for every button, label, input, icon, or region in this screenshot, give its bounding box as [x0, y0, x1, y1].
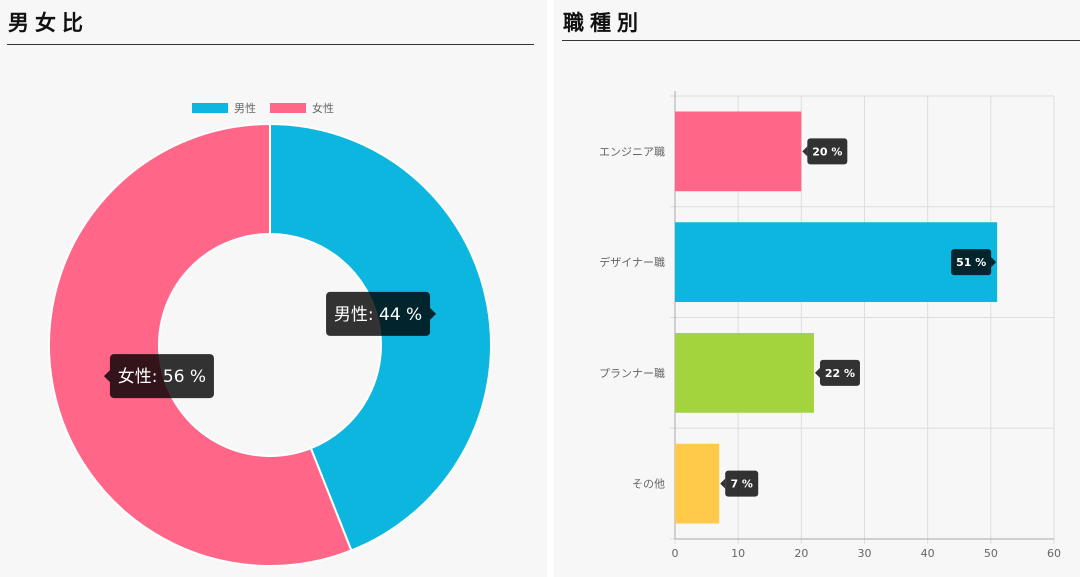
bar-value-text-item-2: 51 %	[956, 256, 986, 269]
job-chart-title: 職種別	[563, 11, 644, 35]
bar-value-label-item-4: 7 %	[720, 470, 759, 497]
bar-value-label-item-1: 20 %	[802, 138, 848, 165]
legend-swatch-item-2	[270, 103, 306, 113]
legend-label-item-2: 女性	[312, 101, 334, 115]
x-tick-item-7: 60	[1047, 547, 1061, 560]
bar-value-label-item-2: 51 %	[951, 249, 997, 276]
donut-slice-item-1[interactable]	[269, 122, 492, 552]
bar-item-3[interactable]	[675, 333, 814, 413]
x-tick-item-2: 10	[731, 547, 745, 560]
job-title-divider	[562, 40, 1080, 41]
legend-entry-item-2[interactable]: 女性	[270, 101, 334, 115]
slice-tooltip-label-item-2: 女性: 56 %	[118, 367, 206, 387]
gender-title-divider	[7, 44, 534, 45]
slice-tooltip-item-1: 男性: 44 %	[326, 291, 437, 336]
category-label-item-3: プランナー職	[599, 367, 665, 380]
bar-value-text-item-3: 22 %	[825, 367, 855, 380]
legend-label-item-1: 男性	[234, 101, 256, 115]
bar-value-text-item-4: 7 %	[730, 478, 753, 491]
category-label-item-1: エンジニア職	[599, 145, 665, 158]
category-label-item-2: デザイナー職	[599, 255, 665, 269]
legend-swatch-item-1	[192, 103, 228, 113]
category-label-item-4: その他	[632, 478, 665, 491]
bar-value-text-item-1: 20 %	[812, 145, 842, 158]
job-panel: 職種別 0 10 20 30 40 50 60 エンジニア職 20 % デザイナー職 51 % プラン…	[554, 0, 1080, 577]
x-tick-item-4: 30	[858, 547, 872, 560]
job-bar-chart: 0 10 20 30 40 50 60 エンジニア職 20 % デザイナー職 51 % プランナー職 2…	[599, 91, 1061, 560]
slice-tooltip-item-2: 女性: 56 %	[103, 354, 214, 399]
x-tick-item-5: 40	[921, 547, 935, 560]
bar-item-1[interactable]	[675, 111, 802, 192]
donut-slice-item-2[interactable]	[48, 122, 353, 567]
legend-entry-item-1[interactable]: 男性	[192, 101, 256, 115]
bar-item-4[interactable]	[675, 443, 720, 524]
x-tick-item-3: 20	[794, 547, 808, 560]
bar-item-2[interactable]	[675, 222, 998, 302]
x-tick-item-6: 50	[984, 547, 998, 560]
bar-value-label-item-3: 22 %	[814, 359, 860, 386]
slice-tooltip-label-item-1: 男性: 44 %	[334, 305, 422, 325]
gender-chart-title: 男女比	[8, 11, 89, 35]
gender-panel: 男女比 男性 女性男性: 44 % 女性: 56 %	[7, 11, 534, 567]
x-tick-item-1: 0	[672, 547, 679, 560]
